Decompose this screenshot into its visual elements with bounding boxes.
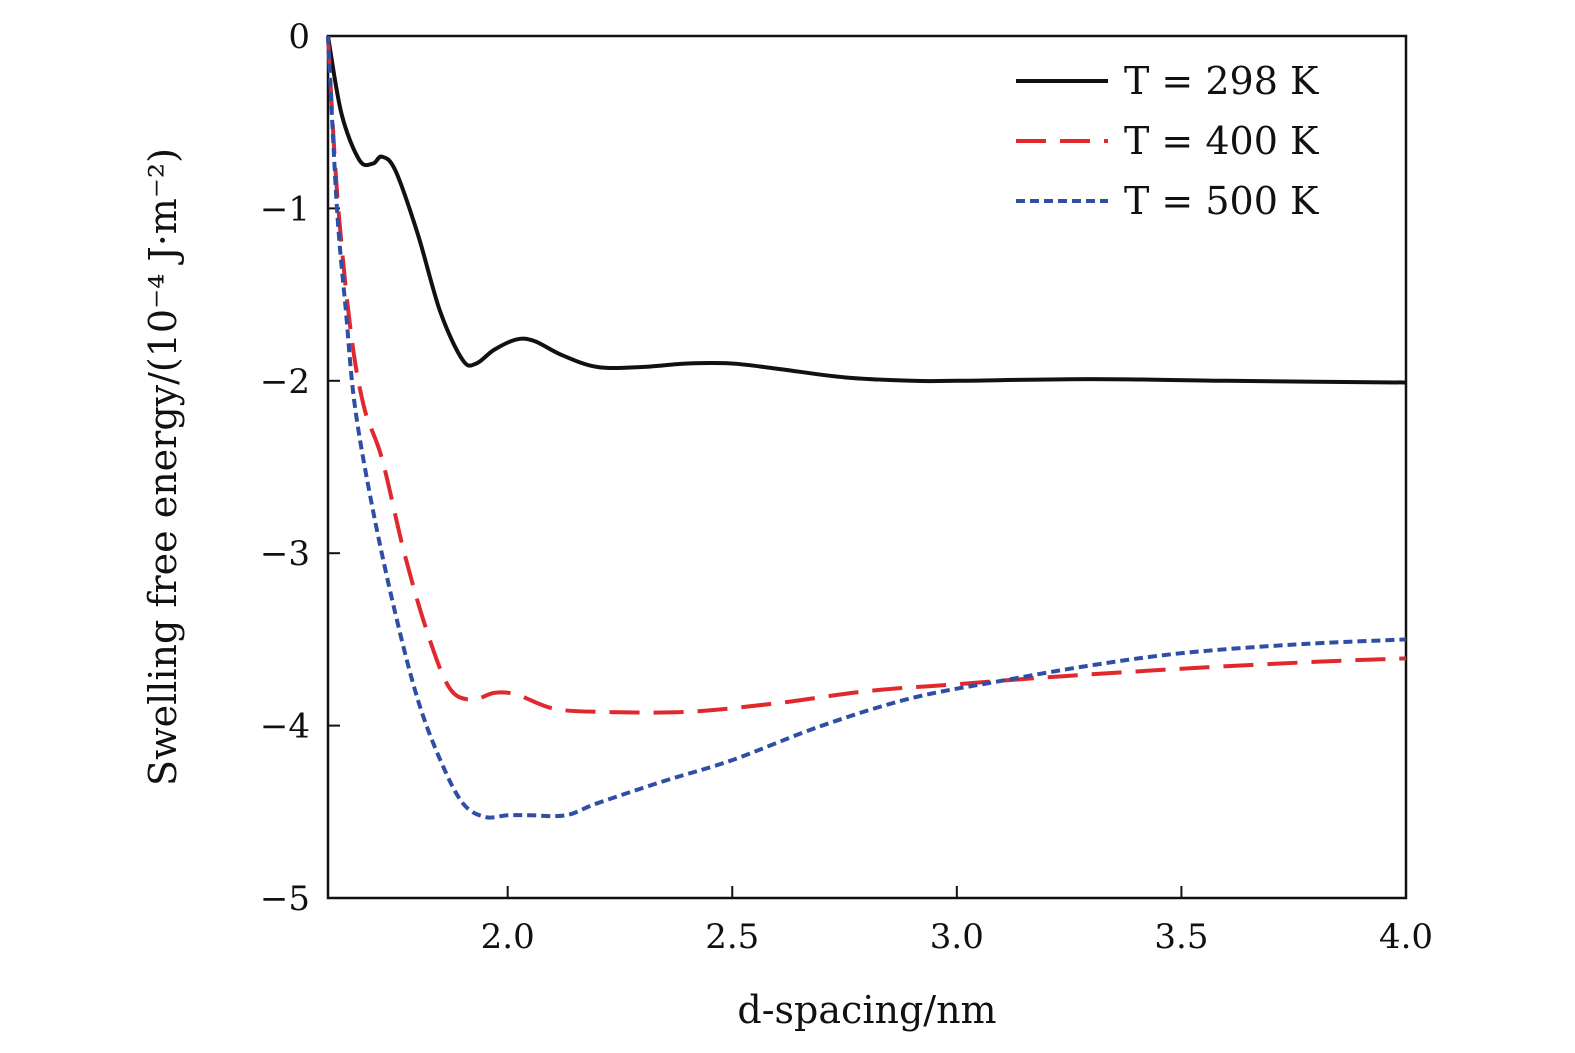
series-line-1 (326, 35, 1407, 385)
x-tick-label: 3.0 (930, 917, 984, 957)
x-axis: 2.0 2.5 3.0 3.5 4.0 (481, 886, 1433, 957)
y-tick-label: −4 (260, 707, 310, 747)
x-tick-label: 2.0 (481, 917, 535, 957)
y-tick-label: −5 (260, 879, 310, 919)
plot-frame (326, 34, 1408, 900)
y-tick-label: −3 (260, 534, 310, 574)
series-layer (326, 35, 1407, 820)
y-axis: 0 −1 −2 −3 −4 −5 (260, 17, 340, 919)
series-line-2 (326, 35, 1407, 715)
legend-label-1: T = 298 K (1124, 59, 1319, 103)
y-tick-label: −1 (260, 189, 310, 229)
legend-label-3: T = 500 K (1124, 179, 1319, 223)
y-axis-label: Swelling free energy/(10⁻⁴ J·m⁻²) (141, 148, 185, 786)
series-line-3 (326, 35, 1407, 820)
legend-label-2: T = 400 K (1124, 119, 1319, 163)
legend: T = 298 K T = 400 K T = 500 K (1016, 59, 1319, 223)
x-tick-label: 2.5 (705, 917, 759, 957)
x-tick-label: 3.5 (1154, 917, 1208, 957)
plot-area-border (326, 34, 1408, 900)
y-tick-label: −2 (260, 362, 310, 402)
x-tick-label: 4.0 (1379, 917, 1433, 957)
x-axis-label: d-spacing/nm (737, 988, 996, 1032)
y-tick-label: 0 (288, 17, 310, 57)
